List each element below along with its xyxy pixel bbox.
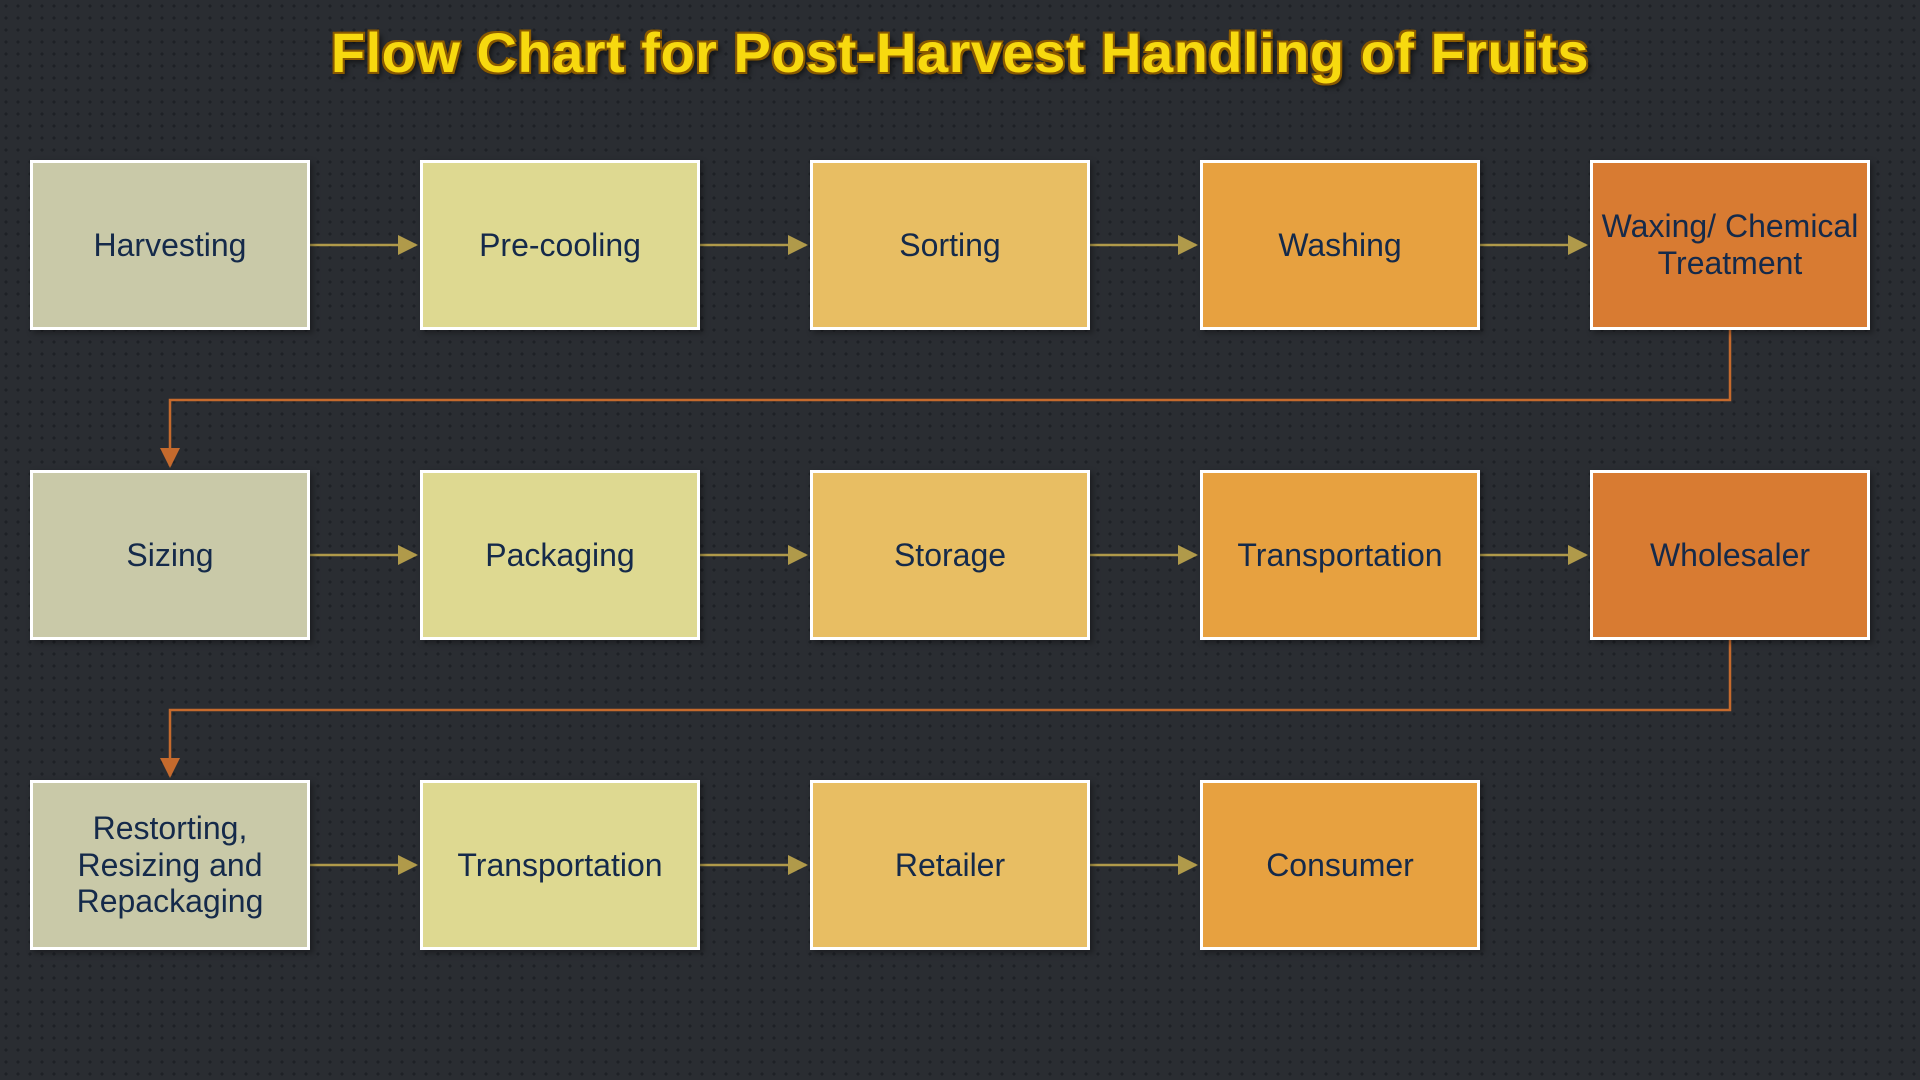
flow-node-n14: Consumer <box>1200 780 1480 950</box>
page-title: Flow Chart for Post-Harvest Handling of … <box>0 20 1920 85</box>
flow-node-n5: Waxing/ Chemical Treatment <box>1590 160 1870 330</box>
flow-node-n6: Sizing <box>30 470 310 640</box>
flow-node-n10: Wholesaler <box>1590 470 1870 640</box>
flow-node-n8: Storage <box>810 470 1090 640</box>
flow-node-n11: Restorting, Resizing and Repackaging <box>30 780 310 950</box>
flow-node-n7: Packaging <box>420 470 700 640</box>
flow-node-n3: Sorting <box>810 160 1090 330</box>
flow-node-n12: Transportation <box>420 780 700 950</box>
flow-arrow-wrap <box>170 330 1730 466</box>
flow-node-n4: Washing <box>1200 160 1480 330</box>
flow-arrow-wrap <box>170 640 1730 776</box>
flow-node-n13: Retailer <box>810 780 1090 950</box>
flow-node-n2: Pre-cooling <box>420 160 700 330</box>
flow-node-n1: Harvesting <box>30 160 310 330</box>
flow-node-n9: Transportation <box>1200 470 1480 640</box>
